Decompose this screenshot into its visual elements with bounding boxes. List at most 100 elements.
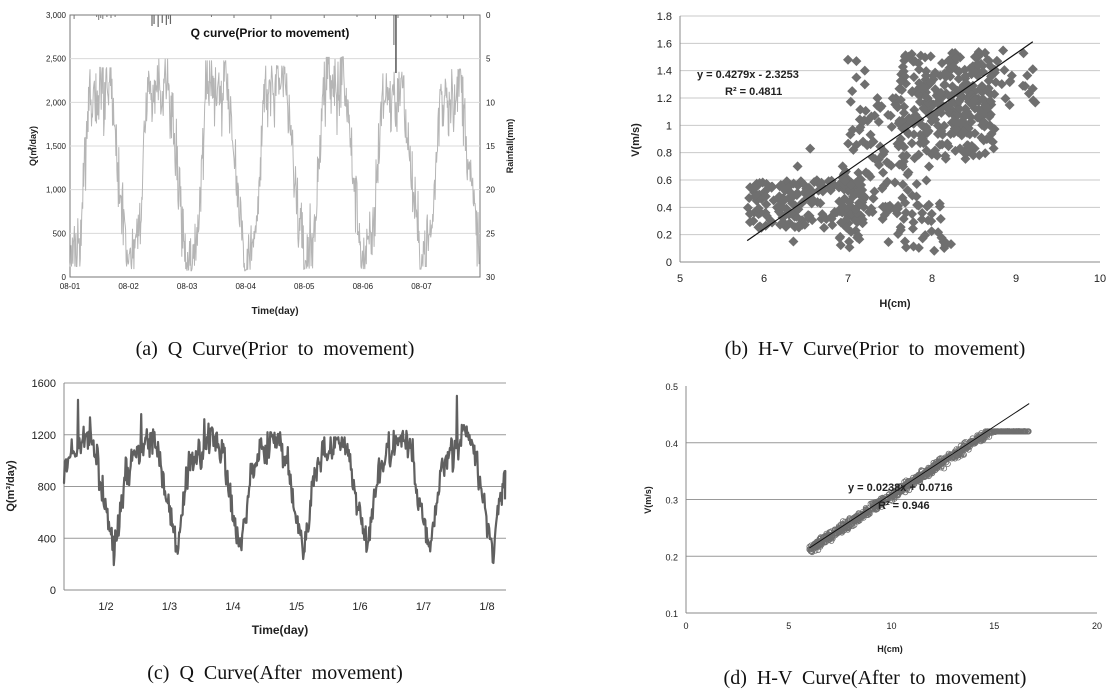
chart-c-y-axis-label: Q(m³/day) <box>5 460 17 512</box>
chart-b-y-ticks: 0 0.2 0.4 0.6 0.8 1 1.2 1.4 1.6 1.8 <box>657 11 672 269</box>
chart-a-y2-tick-label: 0 <box>486 11 491 20</box>
chart-d-y-tick-label: 0.2 <box>665 552 678 562</box>
chart-b-point <box>999 65 1009 75</box>
chart-a-y-tick-label: 500 <box>53 229 67 238</box>
chart-b-point <box>883 237 893 247</box>
chart-a-y2-tick-label: 30 <box>486 273 495 282</box>
chart-a-y-tick-label: 0 <box>62 273 67 282</box>
chart-b-y-tick-label: 1 <box>666 120 672 132</box>
chart-d-y-tick-label: 0.5 <box>665 382 678 392</box>
chart-b-y-tick-label: 1.4 <box>657 66 672 78</box>
chart-c-x-tick-label: 1/3 <box>162 601 177 613</box>
chart-d-y-tick-label: 0.3 <box>665 496 678 506</box>
chart-b-y-tick-label: 0 <box>666 257 672 269</box>
chart-a-x-tick-label: 08-06 <box>353 282 374 291</box>
chart-b-point <box>908 217 918 227</box>
chart-b-x-tick-label: 5 <box>677 273 683 285</box>
chart-d-x-tick-label: 15 <box>989 621 999 631</box>
chart-d-x-tick-label: 20 <box>1092 621 1102 631</box>
chart-b-point <box>843 55 853 65</box>
chart-b-x-tick-label: 7 <box>845 273 851 285</box>
chart-c-x-tick-label: 1/8 <box>479 601 494 613</box>
chart-c-x-tick-label: 1/2 <box>98 601 113 613</box>
chart-c-y-ticks: 0 400 800 1200 1600 <box>32 378 56 597</box>
chart-d-r-squared: R² = 0.946 <box>878 500 930 512</box>
chart-a-x-tick-label: 08-04 <box>235 282 256 291</box>
chart-b-point <box>805 144 815 154</box>
chart-a-y2-tick-label: 15 <box>486 142 495 151</box>
chart-a-y2-tick-label: 10 <box>486 98 495 107</box>
chart-c-y-tick-label: 1600 <box>32 378 56 390</box>
chart-d-equation: y = 0.0238x + 0.0716 <box>848 482 953 494</box>
chart-a-y-tick-label: 1,000 <box>46 186 67 195</box>
chart-a-y-tick-label: 1,500 <box>46 142 67 151</box>
chart-a-x-axis-label: Time(day) <box>251 306 298 317</box>
chart-b-equation: y = 0.4279x - 2.3253 <box>697 69 799 81</box>
chart-d-y-ticks: 0.1 0.2 0.3 0.4 0.5 <box>665 382 678 619</box>
chart-a-y-tick-label: 3,000 <box>46 11 67 20</box>
chart-b-y-tick-label: 1.6 <box>657 38 672 50</box>
chart-b-point <box>917 214 927 224</box>
chart-a-x-tick-label: 08-02 <box>118 282 139 291</box>
chart-b-x-tick-label: 9 <box>1013 273 1019 285</box>
chart-c-q-series-line <box>64 396 505 565</box>
chart-b-point <box>788 237 798 247</box>
chart-b-hv-curve-prior: 00.20.40.60.811.21.41.61.8 5 6 7 8 9 10 y = 0… <box>630 11 1106 310</box>
chart-b-point <box>835 232 845 242</box>
chart-b-r-squared: R² = 0.4811 <box>725 86 782 98</box>
chart-a-title: Q curve(Prior to movement) <box>191 26 350 40</box>
chart-b-point <box>847 86 857 96</box>
chart-b-y-tick-label: 0.8 <box>657 148 672 160</box>
chart-c-x-ticks: 1/2 1/3 1/4 1/5 1/6 1/7 1/8 <box>98 601 494 613</box>
chart-b-y-tick-label: 0.2 <box>657 230 672 242</box>
chart-b-point <box>914 64 924 74</box>
chart-b-point <box>936 214 946 224</box>
chart-c-y-tick-label: 1200 <box>32 430 56 442</box>
chart-a-x-ticks: 08-01 08-02 08-03 08-04 08-05 08-06 08-07 <box>60 282 432 291</box>
chart-b-point <box>998 45 1008 55</box>
chart-b-point <box>851 73 861 83</box>
chart-b-point <box>989 143 999 153</box>
chart-b-point <box>912 179 922 189</box>
chart-d-x-tick-label: 0 <box>683 621 688 631</box>
chart-d-x-tick-label: 10 <box>886 621 896 631</box>
chart-c-q-curve-after: 040080012001600 1/2 1/3 1/4 1/5 1/6 1/7 1/8 Ti… <box>5 378 506 637</box>
chart-b-point <box>1019 48 1029 58</box>
chart-c-y-tick-label: 800 <box>38 482 56 494</box>
chart-a-x-tick-label: 08-05 <box>294 282 315 291</box>
chart-a-y2-tick-label: 5 <box>486 55 491 64</box>
chart-d-x-ticks: 0 5 10 15 20 <box>683 621 1102 631</box>
chart-c-x-tick-label: 1/7 <box>416 601 431 613</box>
chart-d-x-tick-label: 5 <box>786 621 791 631</box>
chart-b-point <box>844 242 854 252</box>
chart-b-x-tick-label: 6 <box>761 273 767 285</box>
chart-a-x-tick-label: 08-01 <box>60 282 81 291</box>
chart-a-y-tick-label: 2,000 <box>46 98 67 107</box>
chart-b-point <box>793 161 803 171</box>
chart-d-trendline <box>809 404 1029 549</box>
chart-b-point <box>860 79 870 89</box>
caption-b: (b) H-V Curve(Prior to movement) <box>725 338 1026 360</box>
chart-b-point <box>940 79 950 89</box>
chart-d-y-tick-label: 0.4 <box>665 439 678 449</box>
chart-a-y-tick-label: 2,500 <box>46 55 67 64</box>
chart-a-x-tick-label: 08-03 <box>177 282 198 291</box>
chart-b-y-axis-label: V(m/s) <box>630 123 642 157</box>
chart-b-point <box>924 161 934 171</box>
chart-c-x-axis-label: Time(day) <box>252 623 308 637</box>
chart-a-y2-tick-label: 20 <box>486 186 495 195</box>
caption-a: (a) Q Curve(Prior to movement) <box>136 338 415 360</box>
chart-b-point <box>851 56 861 66</box>
chart-d-hv-curve-after: 0.1 0.2 0.3 0.4 0.5 0 5 10 15 20 y = 0.0238x + 0… <box>643 382 1102 654</box>
chart-b-y-tick-label: 1.8 <box>657 11 672 23</box>
chart-d-x-axis-label: H(cm) <box>877 644 903 654</box>
chart-c-x-tick-label: 1/4 <box>225 601 240 613</box>
chart-d-y-tick-label: 0.1 <box>665 609 678 619</box>
chart-b-point <box>921 175 931 185</box>
chart-b-point <box>860 66 870 76</box>
chart-b-y-tick-label: 1.2 <box>657 93 672 105</box>
chart-b-point <box>890 178 900 188</box>
chart-d-y-axis-label: V(m/s) <box>643 486 653 514</box>
chart-a-q-curve-prior: 0 500 1,000 1,500 2,000 2,500 3,000 0 5 10 15 20 25… <box>27 11 515 317</box>
